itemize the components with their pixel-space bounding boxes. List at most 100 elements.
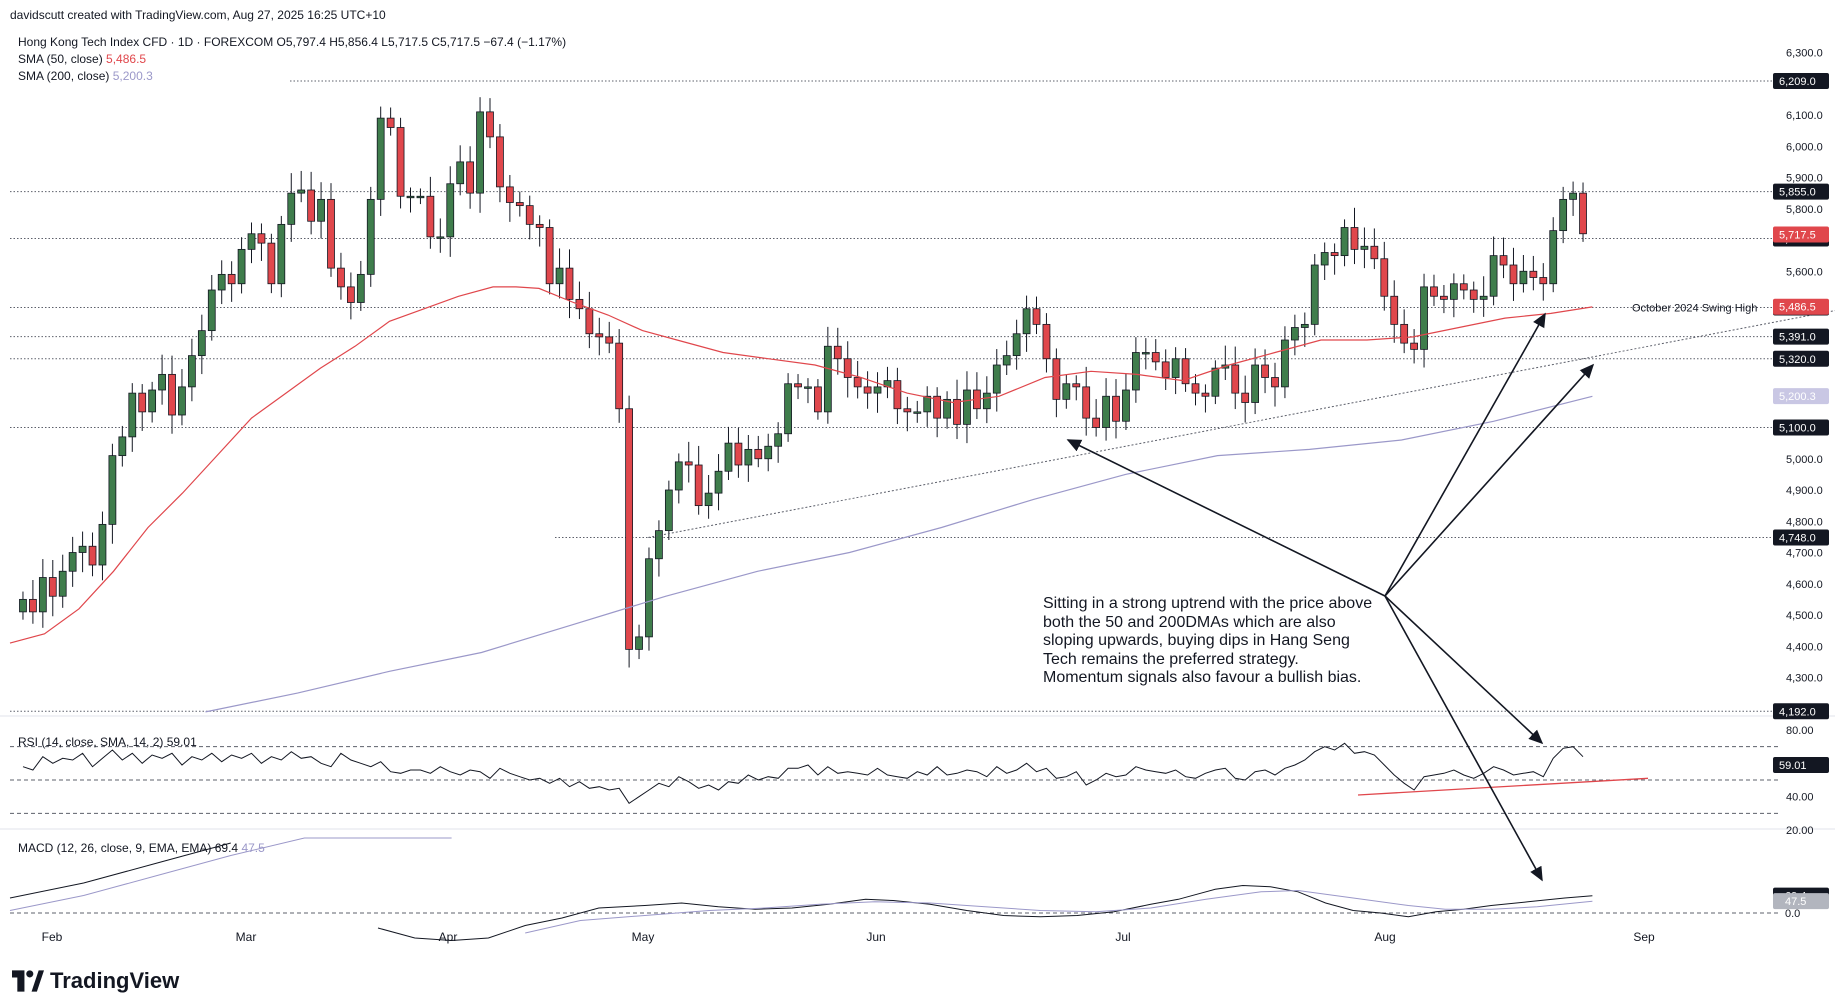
- candle: [337, 252, 345, 300]
- candle: [1340, 219, 1349, 267]
- macd-badge-label: 47.5: [1785, 896, 1806, 908]
- candle: [1569, 181, 1577, 216]
- candle-down: [525, 205, 534, 225]
- candle: [58, 554, 67, 608]
- candle: [1261, 349, 1269, 394]
- candle: [575, 281, 584, 320]
- candle-down: [1271, 377, 1279, 388]
- candle-up: [943, 398, 951, 419]
- candle: [1201, 384, 1210, 413]
- candle-down: [1181, 358, 1190, 385]
- sma50-line: [9, 286, 1593, 644]
- candle-up: [1340, 227, 1349, 257]
- candle: [1499, 237, 1508, 279]
- candle: [188, 338, 196, 402]
- candle: [1171, 347, 1180, 395]
- candle-down: [1509, 264, 1518, 285]
- candle-up: [118, 436, 127, 457]
- macd-label: MACD (12, 26, close, 9, EMA, EMA): [18, 841, 212, 855]
- candle-down: [853, 377, 862, 388]
- candle: [873, 372, 882, 413]
- candle-down: [615, 342, 624, 410]
- candle-up: [277, 223, 286, 285]
- candle-down: [814, 386, 822, 413]
- candle: [1042, 313, 1051, 373]
- price-tick: 4,500.0: [1786, 610, 1823, 622]
- candle: [1539, 263, 1548, 301]
- candle-down: [505, 186, 514, 203]
- candle-down: [337, 267, 345, 288]
- candle: [1092, 399, 1101, 437]
- candle-down: [1261, 364, 1269, 378]
- candle: [98, 511, 107, 581]
- brand-name: TradingView: [50, 968, 180, 993]
- rsi-trendline: [1357, 777, 1649, 796]
- candle: [446, 166, 455, 257]
- candle-up: [1320, 252, 1329, 266]
- price-badge-sma200: [1773, 388, 1829, 405]
- candle-down: [486, 111, 494, 138]
- candle-up: [416, 195, 425, 199]
- candle-down: [1201, 392, 1210, 397]
- candle: [347, 272, 355, 320]
- candle: [1052, 348, 1061, 418]
- candle-down: [1440, 295, 1448, 300]
- candle: [78, 531, 87, 573]
- candle: [913, 400, 922, 423]
- candle-up: [1449, 283, 1458, 300]
- candle-down: [1072, 383, 1081, 388]
- x-tick-may: May: [632, 930, 655, 944]
- candle: [197, 314, 206, 375]
- price-badge-label: 5,717.5: [1779, 230, 1816, 242]
- candle: [1290, 314, 1299, 356]
- candle: [307, 171, 316, 235]
- tradingview-logo: TradingView: [12, 968, 179, 994]
- candle-up: [1310, 264, 1319, 325]
- annotation-arrow-1: [1384, 312, 1546, 597]
- candle-down: [545, 227, 554, 285]
- candle: [764, 433, 773, 472]
- candle-up: [992, 364, 1001, 394]
- candle: [217, 260, 226, 305]
- candle: [1022, 295, 1031, 352]
- candle: [168, 355, 176, 434]
- candle: [1181, 348, 1190, 392]
- level-badge-label: 5,100.0: [1779, 423, 1816, 435]
- candle-down: [1410, 342, 1418, 350]
- candle: [128, 383, 137, 452]
- price-badge-sma50: [1773, 298, 1829, 315]
- candle: [1489, 236, 1498, 306]
- candle-down: [1241, 392, 1250, 403]
- candle: [376, 106, 385, 216]
- candle-down: [605, 336, 614, 344]
- candle: [694, 445, 703, 515]
- candle-down: [257, 233, 266, 244]
- candle-up: [555, 267, 564, 285]
- macd-pane: [9, 837, 1778, 942]
- candle-down: [903, 408, 912, 413]
- candle-down: [1459, 283, 1468, 291]
- candle: [933, 387, 942, 438]
- price-axis: 6,300.0 6,100.0 6,000.0 5,900.0 5,800.0 5,600…: [42, 48, 1829, 944]
- price-tick: 6,100.0: [1786, 110, 1823, 122]
- rsi-pane: [10, 742, 1778, 814]
- candle-up: [476, 111, 484, 194]
- candle: [1469, 281, 1478, 313]
- candle-down: [1370, 245, 1379, 260]
- candle: [1360, 227, 1369, 269]
- candle: [903, 396, 912, 432]
- level-badge-label: 5,855.0: [1779, 187, 1816, 199]
- candle: [774, 422, 783, 463]
- candle-up: [1479, 295, 1488, 300]
- candle-down: [1161, 361, 1170, 378]
- candle: [1141, 338, 1150, 370]
- candle: [327, 183, 335, 277]
- candle: [1330, 243, 1339, 275]
- macd-signal-line-2: [525, 889, 1593, 934]
- candle-up: [674, 461, 683, 491]
- candle-up: [635, 636, 643, 650]
- candle-up: [297, 189, 306, 194]
- candle: [1430, 274, 1438, 306]
- candle-up: [406, 195, 415, 199]
- candle-down: [1539, 277, 1548, 285]
